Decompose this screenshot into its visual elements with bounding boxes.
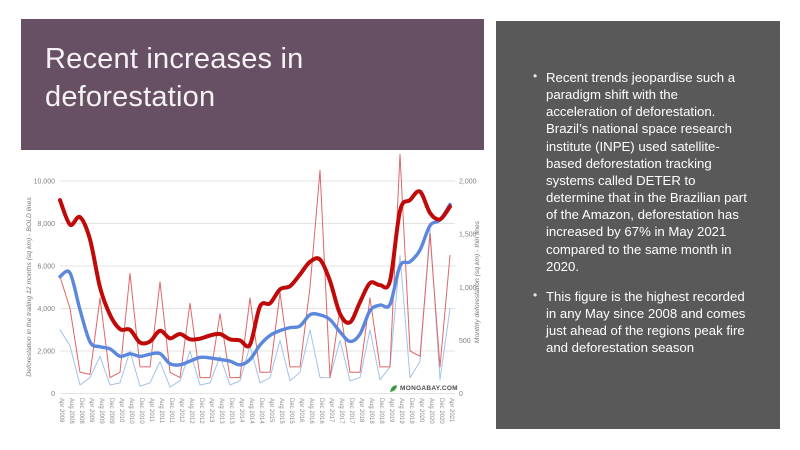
x-axis-label: Apr 2010 — [118, 398, 124, 423]
bullet-item-2: This figure is the highest recorded in a… — [532, 288, 752, 357]
left-tick-label: 0 — [51, 391, 55, 398]
x-axis-label: Aug 2017 — [338, 398, 344, 424]
x-axis-label: Dec 2015 — [288, 398, 294, 424]
x-axis-label: Apr 2009 — [88, 398, 94, 423]
bullet-list: Recent trends jeopardise such a paradigm… — [532, 69, 752, 357]
x-axis-label: Dec 2012 — [198, 398, 204, 424]
right-tick-label: 2,000 — [459, 179, 477, 186]
left-tick-label: 6,000 — [37, 264, 55, 271]
x-axis-label: Apr 2012 — [178, 398, 184, 423]
x-axis-label: Apr 2013 — [208, 398, 214, 423]
x-axis-label: Dec 2017 — [348, 398, 354, 424]
x-axis-label: Apr 2011 — [148, 398, 154, 423]
x-axis-label: Apr 2008 — [58, 398, 64, 423]
x-axis-label: Dec 2016 — [318, 398, 324, 424]
series-trailing-12mo-deforestation-bold-red — [58, 189, 452, 349]
x-axis-label: Dec 2011 — [168, 398, 174, 424]
x-axis-label: Aug 2009 — [98, 398, 104, 424]
x-axis-label: Aug 2011 — [158, 398, 164, 424]
bullet-item-1: Recent trends jeopardise such a paradigm… — [532, 69, 752, 275]
x-axis-label: Dec 2010 — [138, 398, 144, 424]
x-axis-label: Dec 2009 — [108, 398, 114, 424]
x-axis-label: Aug 2015 — [278, 398, 284, 424]
deforestation-chart: 0 2,000 4,000 6,000 8,000 10,000 0 500 1,000 1,50… — [26, 153, 481, 424]
mongabay-watermark: MONGABAY.COM — [389, 384, 458, 393]
right-tick-label: 0 — [459, 391, 463, 398]
series-trailing-12mo-deforestation-bold-blue — [58, 202, 452, 367]
x-axis-label: Dec 2019 — [408, 398, 414, 424]
x-axis-label: Aug 2013 — [218, 398, 224, 424]
title-box: Recent increases in deforestation — [21, 19, 484, 150]
x-axis-label: Aug 2018 — [368, 398, 374, 424]
x-axis-label: Apr 2018 — [358, 398, 364, 423]
x-axis-label: Apr 2017 — [328, 398, 334, 423]
x-axis-label: Apr 2015 — [268, 398, 274, 423]
x-axis-label: Dec 2014 — [258, 398, 264, 424]
sidebar-panel: Recent trends jeopardise such a paradigm… — [496, 21, 780, 429]
x-axis-label: Aug 2008 — [68, 398, 74, 424]
right-tick-label: 1,000 — [459, 285, 477, 292]
x-axis-label: Aug 2010 — [128, 398, 134, 424]
x-axis-label: Aug 2012 — [188, 398, 194, 424]
right-tick-label: 500 — [459, 338, 471, 345]
right-tick-label: 1,500 — [459, 232, 477, 239]
x-axis-label: Aug 2016 — [308, 398, 314, 424]
right-axis-title: Monthly deforestation (sq km) - thin lin… — [474, 220, 481, 343]
chart-series — [58, 153, 452, 388]
x-axis-label: Aug 2019 — [398, 398, 404, 424]
x-axis-label: Aug 2014 — [248, 398, 254, 424]
x-axis-label: Apr 2014 — [238, 398, 244, 423]
left-axis-ticks: 0 2,000 4,000 6,000 8,000 10,000 — [34, 179, 56, 399]
x-axis-label: Apr 2019 — [388, 398, 394, 423]
left-tick-label: 8,000 — [37, 221, 55, 228]
x-axis-label: Dec 2013 — [228, 398, 234, 424]
left-axis-title: Deforestation in the trailing 12 months … — [26, 197, 33, 377]
x-axis-label: Dec 2018 — [378, 398, 384, 424]
x-axis-label: Dec 2020 — [438, 398, 444, 424]
x-axis-label: Apr 2020 — [418, 398, 424, 423]
left-tick-label: 2,000 — [37, 349, 55, 356]
right-axis-ticks: 0 500 1,000 1,500 2,000 — [459, 179, 477, 399]
x-axis-label: Aug 2020 — [428, 398, 434, 424]
leaf-icon — [389, 385, 397, 393]
left-tick-label: 4,000 — [37, 306, 55, 313]
series-monthly-deforestation-thin-blue — [59, 228, 451, 388]
x-axis-labels: Apr 2008 Aug 2008 Dec 2008 Apr 2009 Aug 2009… — [58, 398, 454, 424]
x-axis-label: Dec 2008 — [78, 398, 84, 424]
x-axis-label: Apr 2021 — [448, 398, 454, 423]
slide-title: Recent increases in deforestation — [45, 43, 304, 114]
x-axis-label: Apr 2016 — [298, 398, 304, 423]
left-tick-label: 10,000 — [34, 179, 56, 186]
watermark-text: MONGABAY.COM — [400, 385, 458, 392]
